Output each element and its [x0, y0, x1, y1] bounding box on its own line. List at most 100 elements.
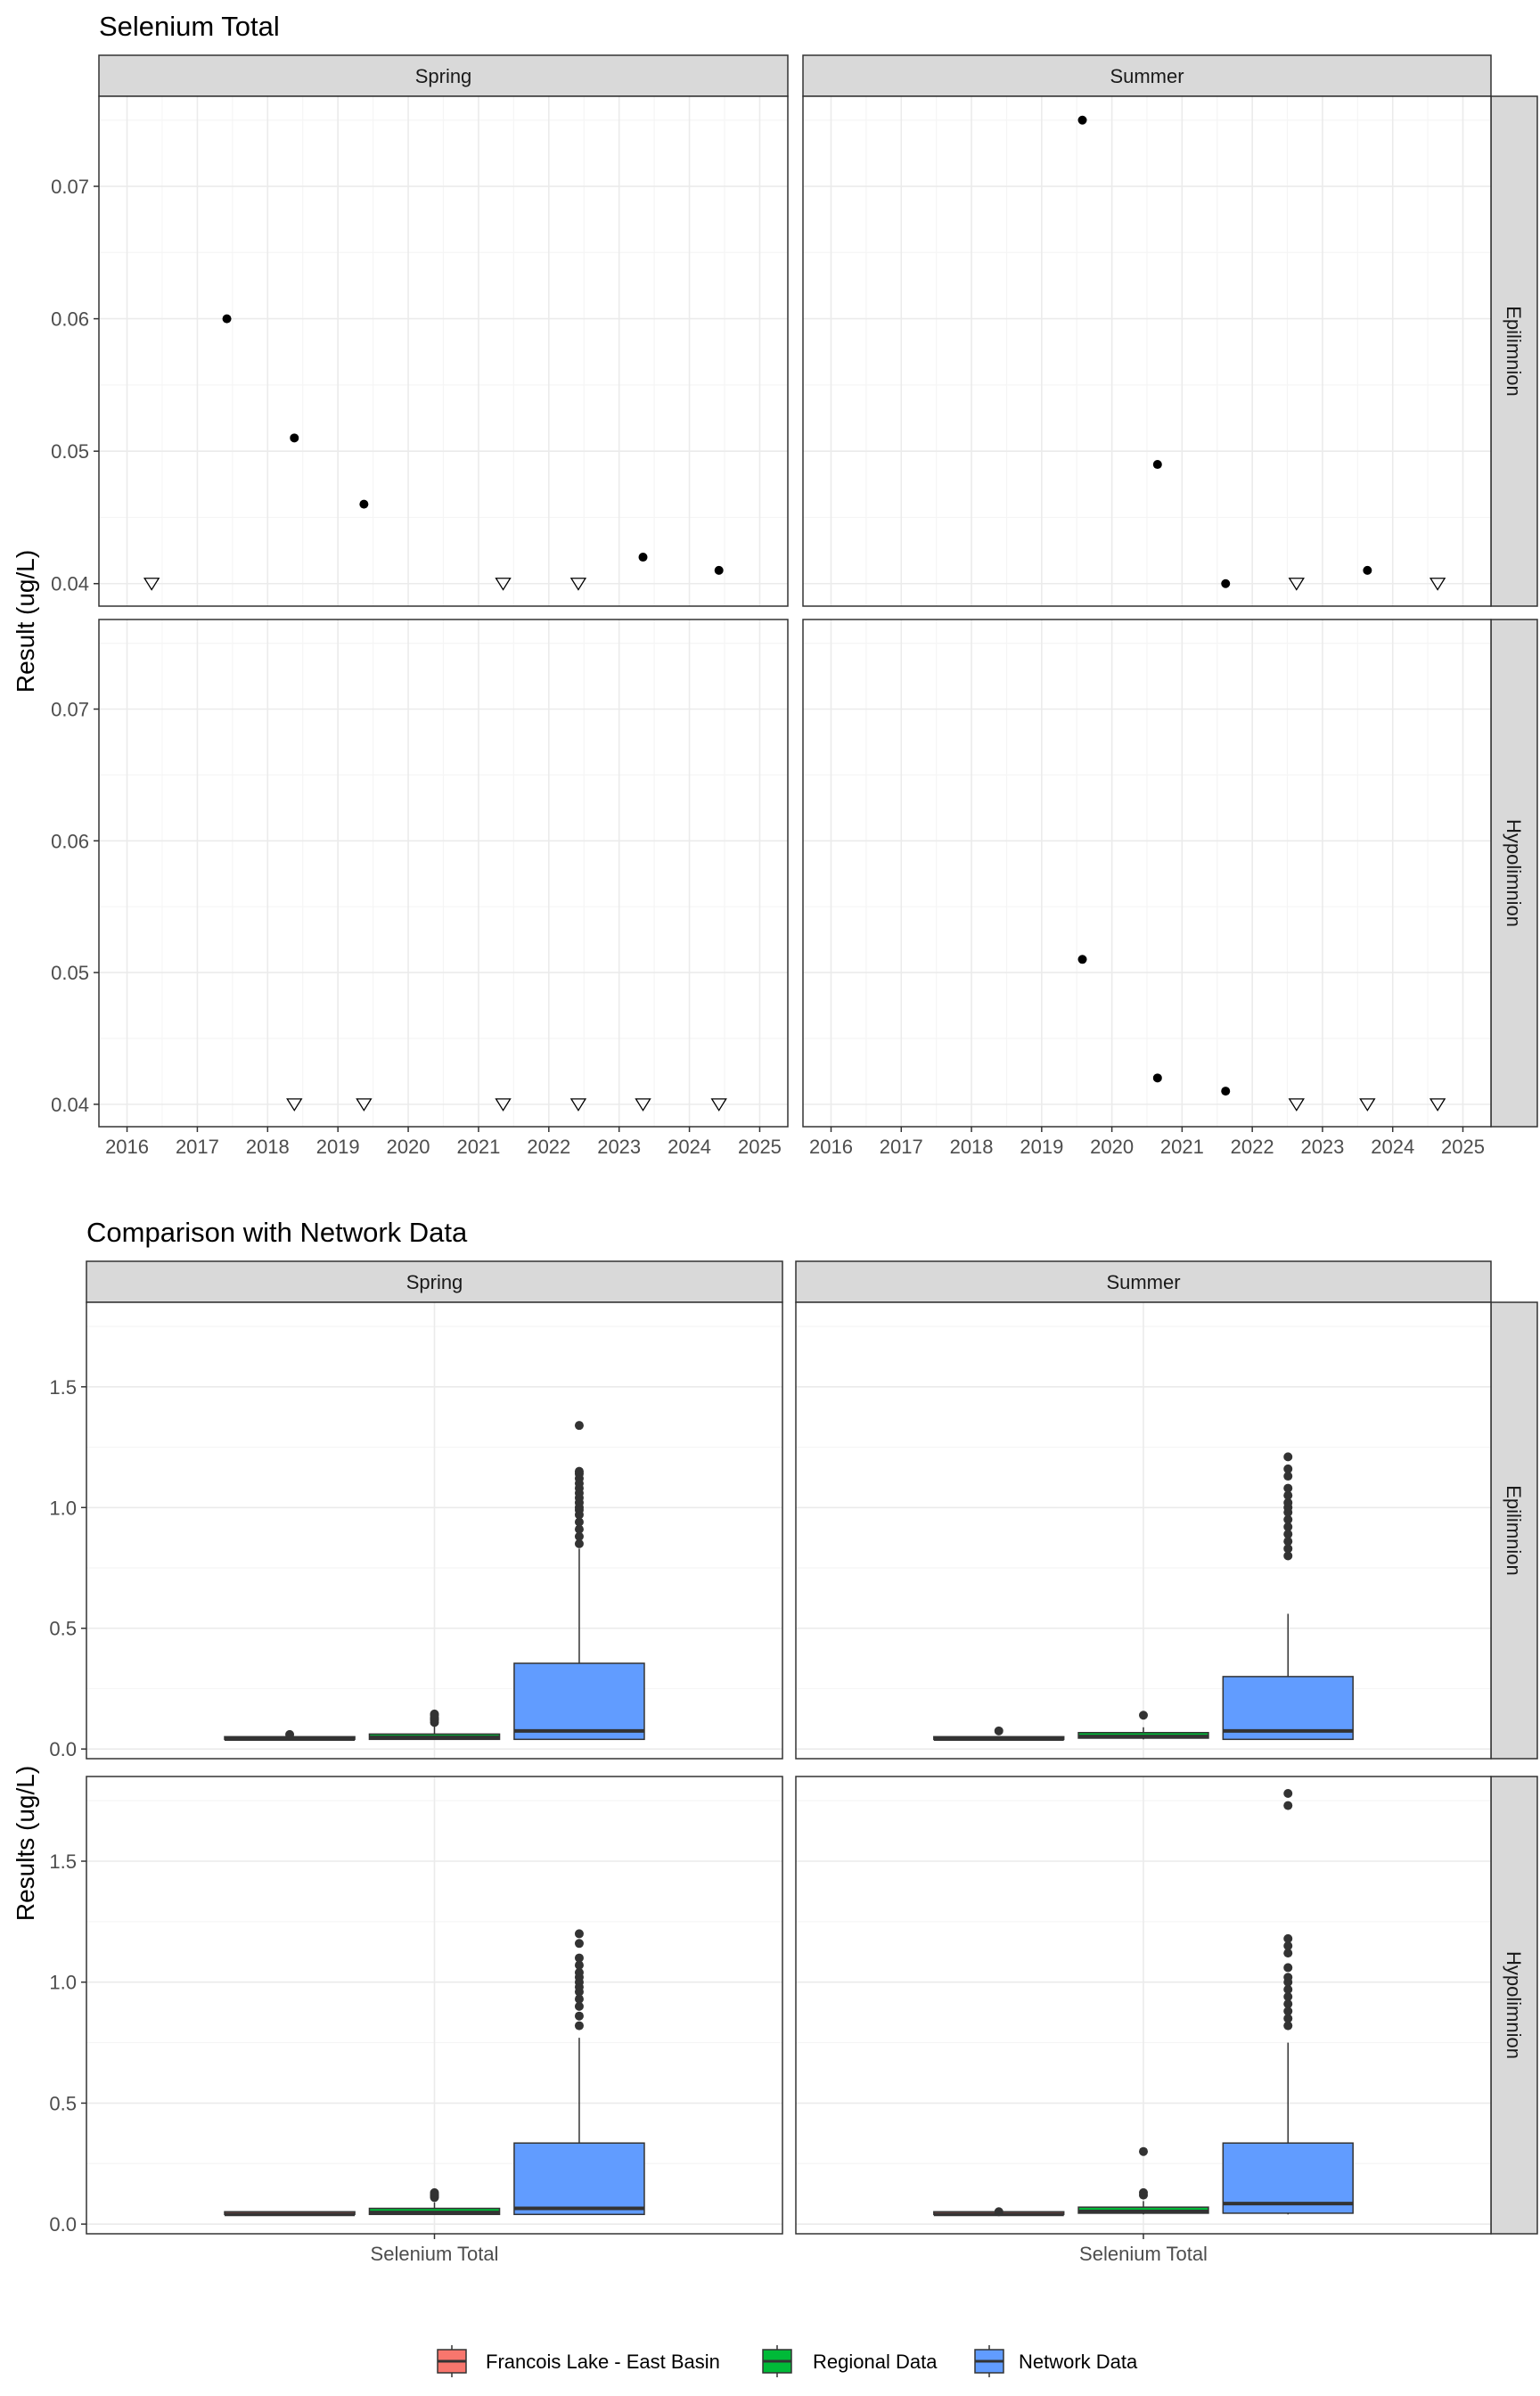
chart1-x-tick-label: 2017 — [880, 1136, 923, 1158]
outlier-point — [1283, 1999, 1293, 2009]
chart1-panel-summer-hypolimnion: 2016 2017 2018 2019 2020 2021 2022 2023 2024 2025 — [802, 619, 1492, 1158]
chart1-x-tick-label: 2023 — [597, 1136, 641, 1158]
chart1-x-tick-label: 2021 — [456, 1136, 500, 1158]
outlier-point — [574, 2021, 584, 2031]
chart1-point-below-detection — [495, 578, 512, 591]
outlier-point — [1139, 2146, 1148, 2156]
outlier-point — [1283, 1452, 1293, 1462]
outlier-point — [574, 2001, 584, 2011]
box-iqr — [513, 1662, 645, 1741]
chart1-point-below-detection — [1359, 1098, 1376, 1112]
outlier-point — [1283, 1801, 1293, 1810]
chart1-point-below-detection — [1288, 578, 1305, 591]
outlier-point — [574, 1466, 584, 1476]
chart2-panel-summer-epilimnion — [795, 1301, 1492, 1760]
chart1-x-tick-label: 2022 — [527, 1136, 570, 1158]
panel-border — [802, 95, 1492, 607]
outlier-point — [430, 1709, 439, 1719]
chart1-x-tick-label: 2019 — [1020, 1136, 1063, 1158]
chart1-y-tick-label: 0.05 — [51, 440, 89, 463]
chart2-box-francois-lake-east-basin — [224, 1729, 356, 1742]
chart2-ylabel: Results (ug/L) — [12, 1766, 39, 1921]
panel-border — [802, 619, 1492, 1128]
outlier-point — [574, 1531, 584, 1541]
chart2-panel-summer-hypolimnion: Selenium Total — [795, 1776, 1492, 2265]
outlier-point — [1283, 1490, 1293, 1500]
outlier-point — [1283, 1530, 1293, 1539]
chart1-y-tick-label: 0.07 — [51, 698, 89, 720]
outlier-point — [574, 1960, 584, 1970]
chart2-x-tick-label: Selenium Total — [371, 2243, 499, 2265]
chart1-x-tick-label: 2018 — [950, 1136, 994, 1158]
outlier-point — [1283, 1537, 1293, 1547]
outlier-point — [994, 1726, 1003, 1735]
chart2-x-tick-label: Selenium Total — [1079, 2243, 1208, 2265]
chart1-point-below-detection — [1429, 1098, 1446, 1112]
outlier-point — [574, 1524, 584, 1534]
chart1-x-tick-label: 2017 — [176, 1136, 219, 1158]
outlier-point — [574, 1517, 584, 1527]
legend-label: Regional Data — [813, 2351, 938, 2373]
outlier-point — [1283, 1472, 1293, 1481]
outlier-point — [574, 1421, 584, 1431]
chart1-title: Selenium Total — [99, 11, 280, 42]
chart1-strip-label-hypolimnion: Hypolimnion — [1503, 819, 1525, 927]
outlier-point — [574, 2011, 584, 2021]
chart1-panel-summer-epilimnion — [802, 95, 1492, 607]
outlier-point — [1283, 2014, 1293, 2023]
chart1-y-tick-label: 0.06 — [51, 308, 89, 331]
chart1-x-tick-label: 2016 — [809, 1136, 853, 1158]
panel-border — [98, 619, 789, 1128]
chart1-point-below-detection — [495, 1098, 512, 1112]
chart2-y-tick-label: 0.5 — [49, 2092, 77, 2114]
chart2-box-francois-lake-east-basin — [224, 2211, 356, 2217]
chart1-strip-summer — [802, 54, 1492, 97]
box-iqr — [1222, 1676, 1354, 1741]
chart1-point-below-detection — [286, 1098, 303, 1112]
chart1-point-below-detection — [635, 1098, 651, 1112]
chart2-y-tick-label: 1.0 — [49, 1972, 77, 1994]
chart1-point-below-detection — [1429, 578, 1446, 591]
chart1-y-tick-label: 0.05 — [51, 962, 89, 984]
panel-border — [98, 95, 789, 607]
chart1-point-detected — [290, 433, 299, 443]
chart1-point-detected — [1077, 955, 1087, 964]
chart2-y-tick-label: 1.0 — [49, 1497, 77, 1519]
legend-item-regional-data: Regional Data — [761, 2345, 938, 2377]
outlier-point — [1283, 1933, 1293, 1943]
chart1-x-tick-label: 2025 — [1441, 1136, 1485, 1158]
chart1-x-tick-label: 2016 — [105, 1136, 149, 1158]
chart1-point-detected — [359, 499, 369, 509]
chart1-panel-spring-hypolimnion: 0.04 0.05 0.06 0.07 2016 2017 2018 2019 2020 2021… — [51, 619, 789, 1158]
outlier-point — [1283, 1522, 1293, 1531]
outlier-point — [1283, 1984, 1293, 1994]
chart1-point-below-detection — [569, 1098, 587, 1112]
outlier-point — [1139, 2187, 1148, 2197]
chart1-x-tick-label: 2020 — [1090, 1136, 1134, 1158]
chart1-strip-label-epilimnion: Epilimnion — [1503, 306, 1525, 397]
outlier-point — [430, 2187, 439, 2197]
chart2-strip-label-summer: Summer — [1106, 1271, 1180, 1293]
chart2-title: Comparison with Network Data — [86, 1217, 468, 1248]
chart2-box-regional-data — [368, 2187, 501, 2216]
chart1-y-tick-label: 0.04 — [51, 1094, 89, 1116]
chart1-x-tick-label: 2024 — [668, 1136, 711, 1158]
chart1-point-detected — [638, 553, 648, 562]
chart2-strip-epilimnion — [1490, 1301, 1538, 1760]
chart1-x-tick-label: 2022 — [1231, 1136, 1274, 1158]
outlier-point — [1283, 2006, 1293, 2016]
chart2-strip-hypolimnion — [1490, 1776, 1538, 2235]
outlier-point — [574, 1939, 584, 1949]
outlier-point — [574, 1929, 584, 1939]
chart2-box-regional-data — [368, 1709, 501, 1741]
chart1-panel-spring-epilimnion: 0.04 0.05 0.06 0.07 — [51, 95, 789, 607]
outlier-point — [1283, 1544, 1293, 1554]
outlier-point — [574, 1953, 584, 1963]
chart2-panels: Spring Summer Epilimnion Hypolimnion 0.0 0.5 1… — [49, 1260, 1538, 2265]
chart1-point-detected — [1363, 565, 1372, 575]
outlier-point — [574, 1994, 584, 2004]
chart1-point-below-detection — [356, 1098, 373, 1112]
chart2-panel-spring-epilimnion: 0.0 0.5 1.0 1.5 — [49, 1301, 783, 1760]
box-iqr — [513, 2142, 645, 2216]
